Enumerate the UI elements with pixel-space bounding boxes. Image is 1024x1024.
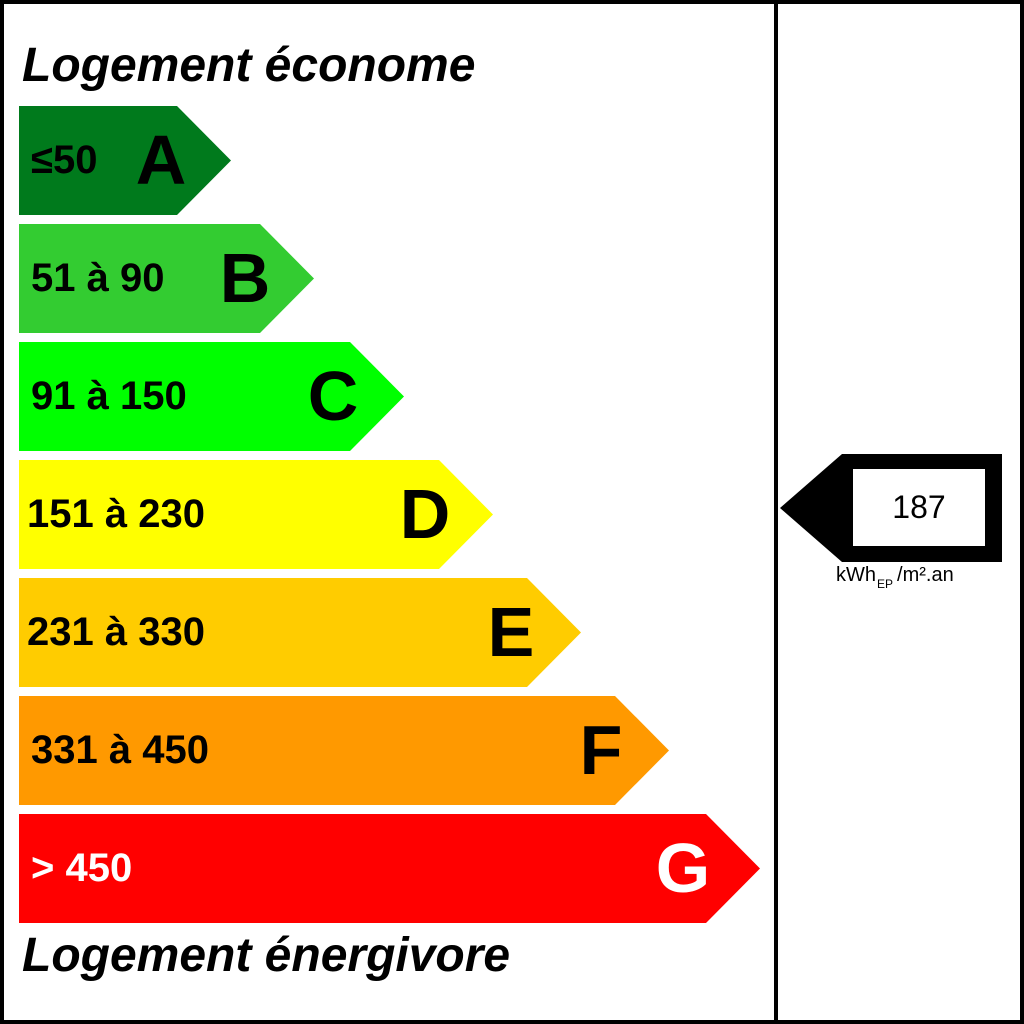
band-letter: B	[219, 239, 271, 317]
band-range: > 450	[31, 846, 133, 890]
band-letter: A	[135, 121, 187, 199]
band-g: > 450 G	[19, 814, 760, 923]
consumption-indicator: 187	[780, 454, 1002, 562]
title-economical: Logement économe	[22, 39, 476, 92]
band-f: 331 à 450 F	[19, 696, 669, 805]
band-b: 51 à 90 B	[19, 224, 314, 333]
band-d: 151 à 230 D	[19, 460, 493, 569]
band-range: 91 à 150	[31, 374, 187, 418]
consumption-unit: kWhEP/m².an	[836, 564, 954, 591]
consumption-value: 187	[853, 469, 985, 546]
band-e: 231 à 330 E	[19, 578, 581, 687]
unit-sub: EP	[877, 577, 894, 591]
unit-main: kWh	[836, 564, 876, 586]
band-letter: C	[307, 357, 359, 435]
title-energy-intensive: Logement énergivore	[22, 929, 511, 982]
band-range: ≤50	[31, 138, 98, 182]
band-letter: D	[399, 475, 451, 553]
band-c: 91 à 150 C	[19, 342, 404, 451]
band-range: 51 à 90	[31, 256, 165, 300]
band-range: 231 à 330	[27, 610, 205, 654]
band-letter: F	[579, 711, 623, 789]
unit-tail: /m².an	[897, 564, 954, 586]
band-range: 331 à 450	[31, 728, 209, 772]
band-letter: G	[655, 829, 711, 907]
band-range: 151 à 230	[27, 492, 205, 536]
column-divider	[774, 0, 778, 1024]
band-letter: E	[487, 593, 535, 671]
